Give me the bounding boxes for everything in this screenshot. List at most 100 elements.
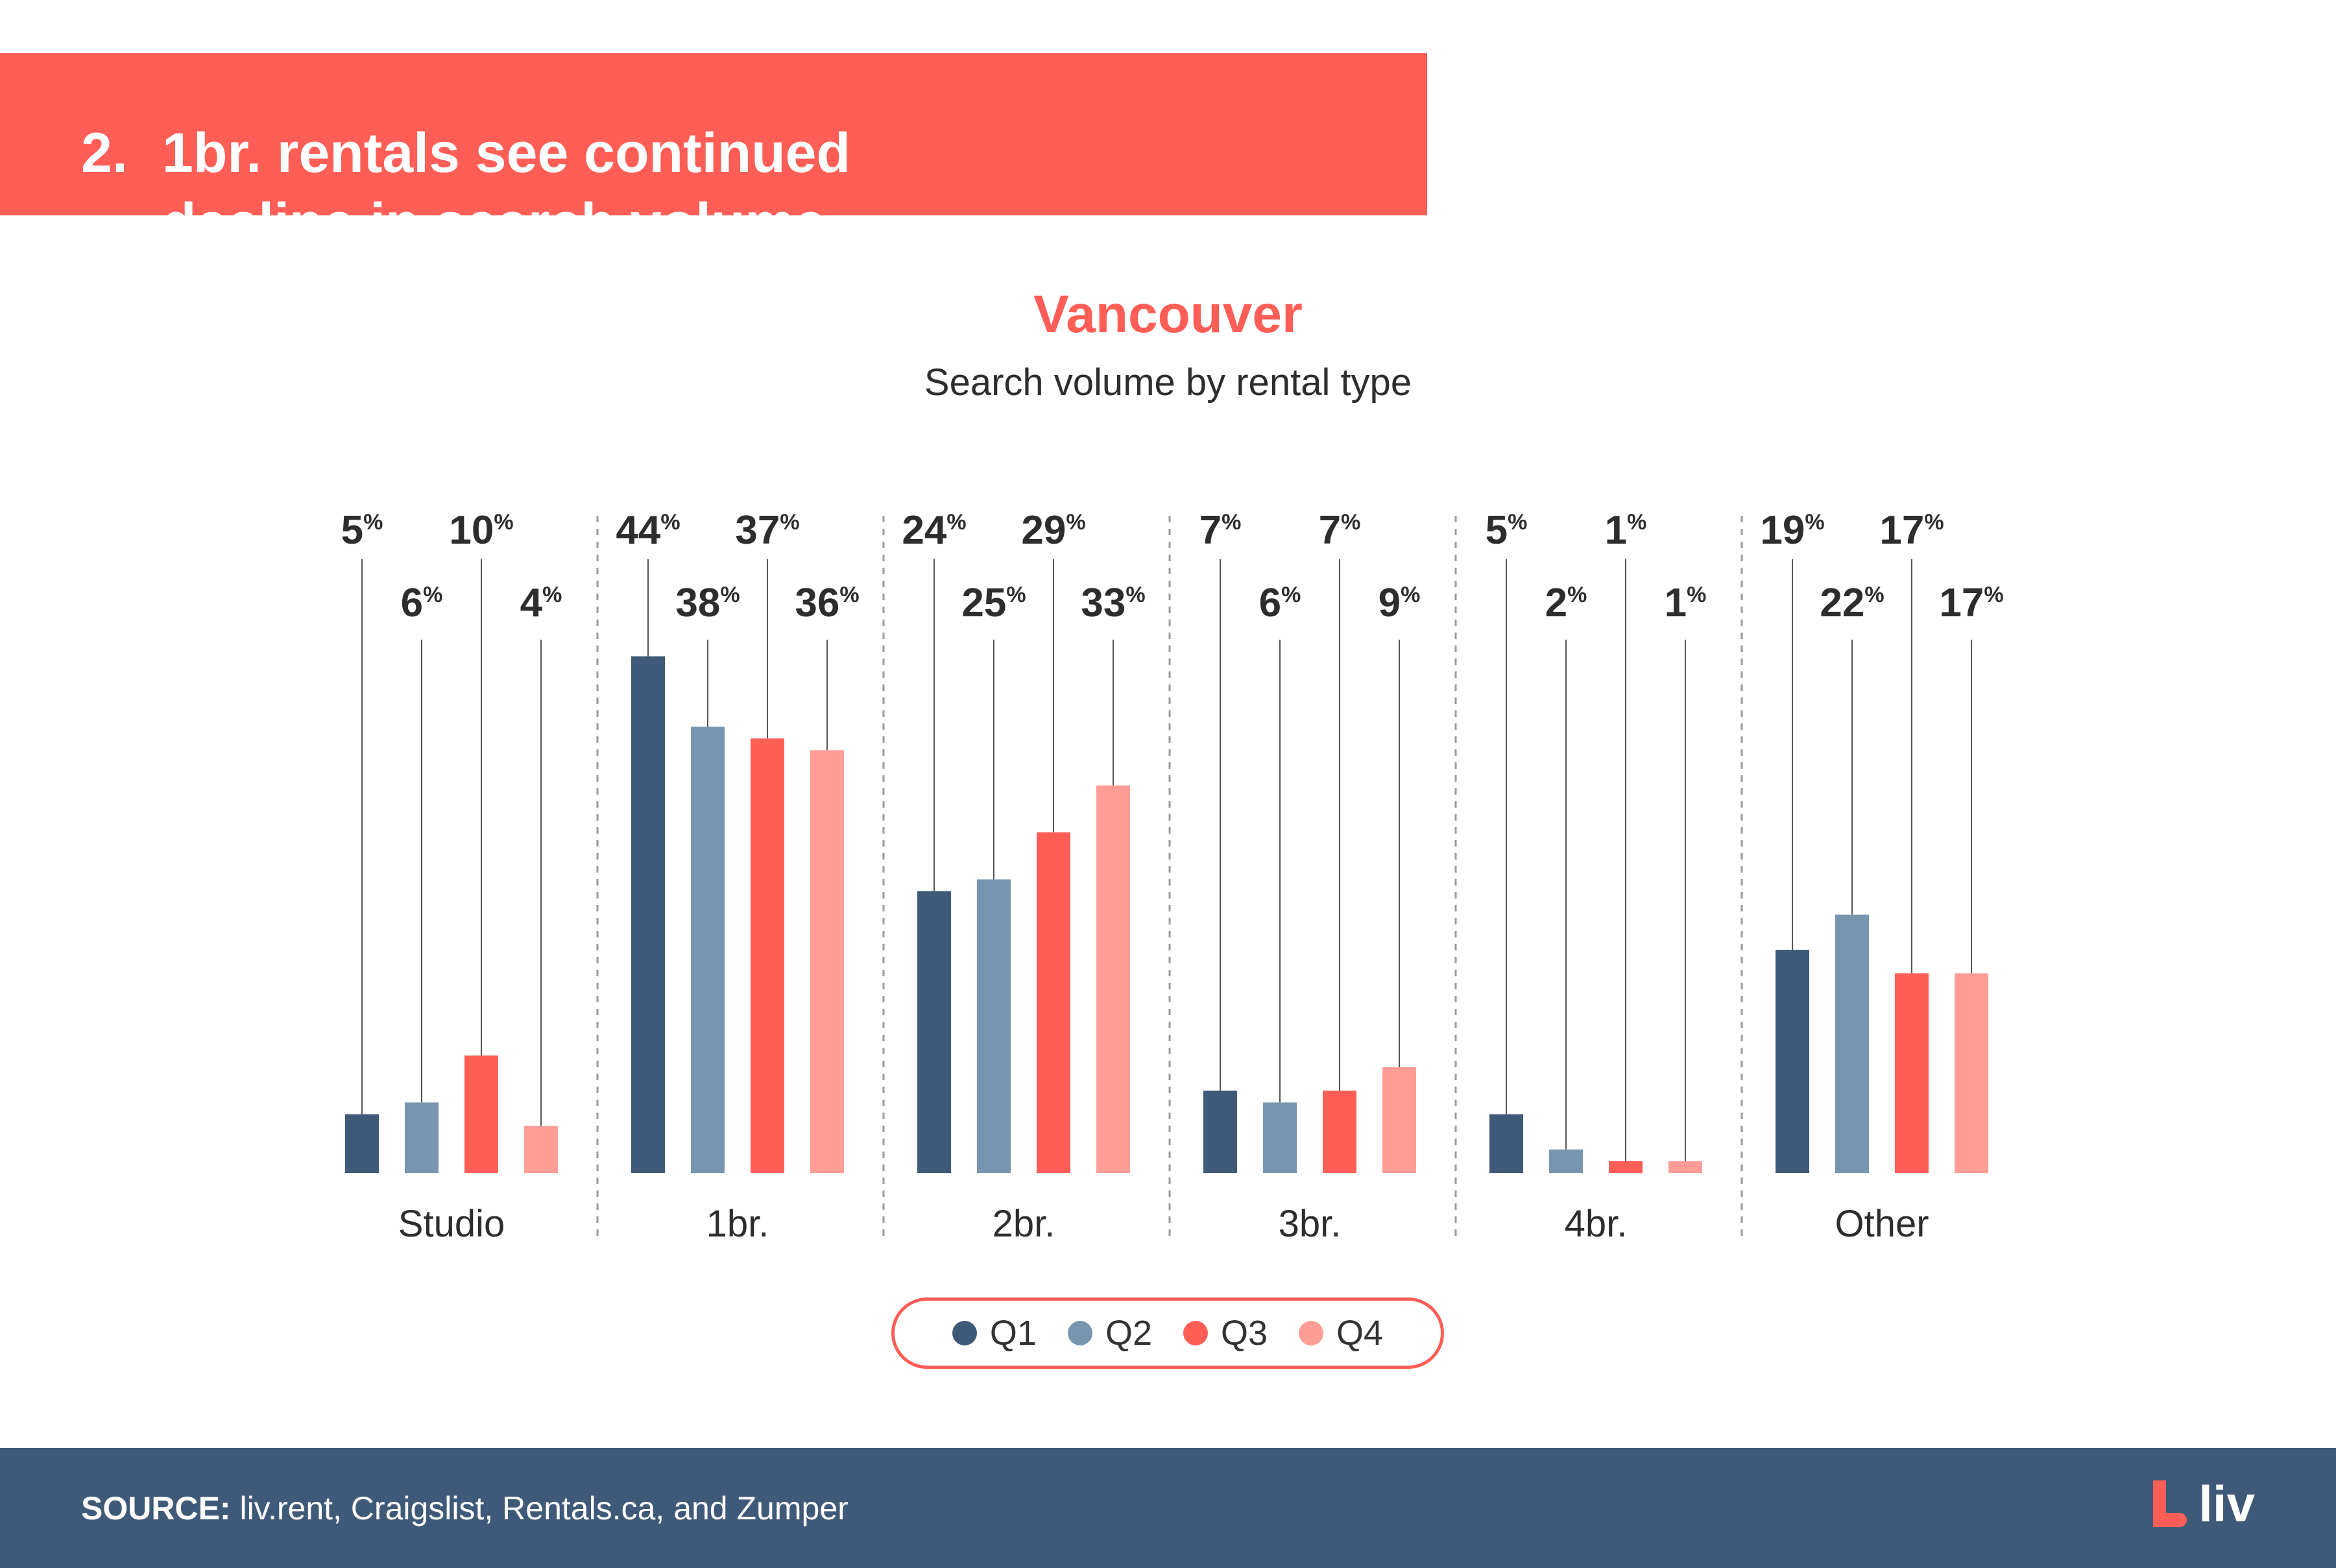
data-label-unit: % <box>1222 510 1241 535</box>
source-label: SOURCE: <box>81 1490 231 1526</box>
bar-other-q2 <box>1835 914 1869 1173</box>
data-label-unit: % <box>1006 583 1026 607</box>
data-label-unit: % <box>494 510 513 535</box>
data-label-unit: % <box>1627 510 1646 535</box>
data-label: 5% <box>341 508 383 553</box>
data-label-value: 1 <box>1605 508 1627 553</box>
data-label-value: 25 <box>961 581 1006 625</box>
bar-3br-q4 <box>1382 1067 1416 1173</box>
data-label: 22% <box>1820 581 1884 625</box>
data-label: 6% <box>1259 581 1301 625</box>
bar-studio-q2 <box>405 1102 439 1173</box>
data-label: 36% <box>795 581 859 625</box>
data-label-value: 44 <box>616 508 660 553</box>
legend-label-q2: Q2 <box>1105 1314 1152 1353</box>
data-label: 44% <box>616 508 680 553</box>
bar-studio-q3 <box>464 1055 498 1173</box>
bar-3br-q1 <box>1203 1091 1237 1173</box>
category-label: Other <box>1835 1203 1929 1245</box>
footer-bar: SOURCE: liv.rent, Craigslist, Rentals.ca… <box>0 1448 2336 1568</box>
bar-2br-q2 <box>977 879 1011 1173</box>
data-label: 19% <box>1760 508 1824 553</box>
bar-1br-q1 <box>631 656 665 1173</box>
data-label-value: 29 <box>1021 508 1066 553</box>
legend-item-q1: Q1 <box>952 1313 1037 1353</box>
data-label: 10% <box>449 508 513 553</box>
data-label: 29% <box>1021 508 1085 553</box>
data-label-unit: % <box>1984 583 2003 607</box>
data-label-unit: % <box>1864 583 1884 607</box>
data-label-value: 1 <box>1665 581 1687 625</box>
data-label-value: 10 <box>449 508 494 553</box>
legend-swatch-q4 <box>1299 1321 1324 1345</box>
data-label-unit: % <box>542 583 562 607</box>
data-label-unit: % <box>1281 583 1301 607</box>
source-note: SOURCE: liv.rent, Craigslist, Rentals.ca… <box>81 1490 849 1527</box>
data-label-unit: % <box>720 583 740 607</box>
data-label-unit: % <box>1567 583 1587 607</box>
data-label-unit: % <box>1341 510 1360 535</box>
legend-item-q4: Q4 <box>1299 1313 1383 1353</box>
legend-label-q4: Q4 <box>1336 1314 1384 1353</box>
data-label-value: 5 <box>1486 508 1508 553</box>
category-label: 1br. <box>706 1203 769 1245</box>
bar-other-q1 <box>1776 950 1809 1173</box>
data-label-unit: % <box>1126 583 1145 607</box>
data-label: 33% <box>1081 581 1145 625</box>
bar-4br-q2 <box>1549 1149 1583 1173</box>
liv-logo-icon <box>2153 1480 2189 1527</box>
bar-2br-q1 <box>917 891 951 1173</box>
data-label: 4% <box>520 581 562 625</box>
bar-3br-q2 <box>1263 1102 1297 1173</box>
legend-swatch-q1 <box>952 1321 977 1345</box>
data-label-unit: % <box>1924 510 1944 535</box>
data-label-value: 36 <box>795 581 839 625</box>
data-label: 9% <box>1379 581 1421 625</box>
data-label-unit: % <box>1508 510 1527 535</box>
data-label-unit: % <box>946 510 966 535</box>
legend-swatch-q3 <box>1183 1321 1208 1345</box>
legend-label-q3: Q3 <box>1221 1314 1268 1353</box>
data-label-unit: % <box>1805 510 1824 535</box>
data-label: 37% <box>735 508 799 553</box>
data-label-value: 17 <box>1879 508 1924 553</box>
legend-swatch-q2 <box>1067 1321 1092 1345</box>
data-label-unit: % <box>1066 510 1085 535</box>
category-label: 4br. <box>1565 1203 1628 1245</box>
liv-logo-text: liv <box>2198 1475 2255 1532</box>
data-label-value: 7 <box>1199 508 1222 553</box>
bar-other-q3 <box>1895 973 1929 1173</box>
data-label: 2% <box>1545 581 1587 625</box>
data-label-unit: % <box>660 510 680 535</box>
bar-2br-q4 <box>1096 785 1130 1173</box>
data-label-value: 4 <box>520 581 543 625</box>
title-line-2: decline in search volume <box>162 192 826 254</box>
data-label: 24% <box>902 508 966 553</box>
data-label: 7% <box>1199 508 1242 553</box>
legend-item-q2: Q2 <box>1067 1313 1152 1353</box>
data-label: 25% <box>961 581 1026 625</box>
data-label-value: 22 <box>1820 581 1864 625</box>
chart-subtitle: Search volume by rental type <box>0 361 2336 404</box>
data-label-value: 37 <box>735 508 780 553</box>
data-label-value: 7 <box>1319 508 1341 553</box>
chart-subtitle-text: Search volume by rental type <box>924 361 1412 404</box>
category-label: Studio <box>398 1203 505 1245</box>
data-label-unit: % <box>1401 583 1420 607</box>
data-label-unit: % <box>363 510 383 535</box>
data-label-value: 6 <box>401 581 423 625</box>
liv-logo: liv <box>2153 1475 2255 1532</box>
data-label: 5% <box>1486 508 1528 553</box>
category-label: 2br. <box>993 1203 1055 1245</box>
data-label: 38% <box>675 581 740 625</box>
chart-legend: Q1 Q2 Q3 Q4 <box>891 1297 1444 1369</box>
bar-studio-q4 <box>524 1126 558 1173</box>
chart-title-text: Vancouver <box>1033 285 1303 344</box>
data-label-value: 2 <box>1545 581 1567 625</box>
bar-4br-q1 <box>1489 1114 1523 1173</box>
bar-4br-q4 <box>1668 1161 1702 1173</box>
data-label-value: 6 <box>1259 581 1281 625</box>
bar-chart: 5%6%10%4%Studio44%38%37%36%1br.24%25%29%… <box>341 508 2004 1245</box>
bar-3br-q3 <box>1323 1091 1356 1173</box>
bar-other-q4 <box>1955 973 1988 1173</box>
